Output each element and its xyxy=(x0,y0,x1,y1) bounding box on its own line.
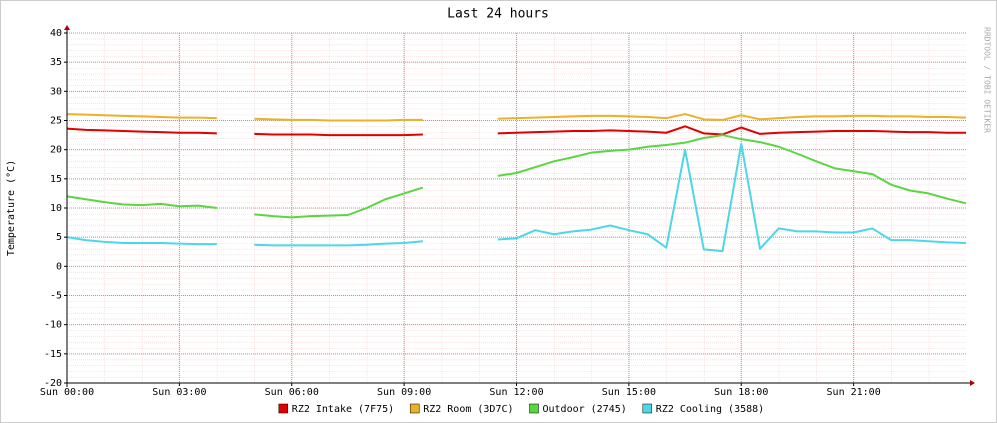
y-tick-label: 15 xyxy=(50,174,62,185)
y-tick-label: -5 xyxy=(50,291,62,302)
x-tick-label: Sun 15:00 xyxy=(602,387,656,398)
y-tick-label: 20 xyxy=(50,145,62,156)
legend-swatch xyxy=(529,403,539,414)
x-tick-label: Sun 03:00 xyxy=(152,387,206,398)
y-tick-label: 40 xyxy=(50,28,62,39)
y-tick-label: 10 xyxy=(50,203,62,214)
y-tick-label: 30 xyxy=(50,86,62,97)
y-axis-label: Temperature (°C) xyxy=(6,160,17,256)
legend: RZ2 Intake (7F75) RZ2 Room (3D7C) Outdoor … xyxy=(278,403,764,415)
x-axis-arrow xyxy=(970,380,975,386)
lines xyxy=(66,113,967,253)
legend-swatch xyxy=(409,403,420,414)
legend-label: Outdoor (2745) xyxy=(543,404,627,415)
x-tick-label: Sun 12:00 xyxy=(489,387,543,398)
x-tick-label: Sun 00:00 xyxy=(40,387,94,398)
legend-item: RZ2 Intake (7F75) xyxy=(278,403,394,415)
x-tick-label: Sun 21:00 xyxy=(827,387,881,398)
series-line xyxy=(66,125,966,137)
y-tick-label: 0 xyxy=(56,261,62,272)
legend-item: RZ2 Room (3D7C) xyxy=(409,403,514,415)
legend-swatch xyxy=(642,403,653,414)
legend-item: Outdoor (2745) xyxy=(529,403,627,415)
x-tick-label: Sun 06:00 xyxy=(265,387,319,398)
legend-label: RZ2 Room (3D7C) xyxy=(423,404,513,415)
x-tick-label: Sun 18:00 xyxy=(714,387,768,398)
y-tick-label: 35 xyxy=(50,57,62,68)
series-line xyxy=(66,113,967,122)
x-tick-label: Sun 09:00 xyxy=(377,387,431,398)
legend-swatch xyxy=(278,403,289,414)
y-axis-arrow xyxy=(64,25,70,30)
y-tick-label: 5 xyxy=(56,232,62,243)
y-tick-label: -15 xyxy=(44,349,62,360)
credit: RRDTOOL / TOBI OETIKER xyxy=(983,27,992,133)
y-tick-label: 25 xyxy=(50,116,62,127)
chart-title: Last 24 hours xyxy=(447,7,549,22)
legend-item: RZ2 Cooling (3588) xyxy=(642,403,764,415)
series-line xyxy=(66,134,967,219)
legend-label: RZ2 Intake (7F75) xyxy=(292,404,394,415)
series-line xyxy=(66,142,967,253)
grid xyxy=(66,32,966,384)
legend-label: RZ2 Cooling (3588) xyxy=(656,404,764,415)
y-tick-label: -10 xyxy=(44,320,62,331)
y-tick-label: -20 xyxy=(44,378,62,389)
